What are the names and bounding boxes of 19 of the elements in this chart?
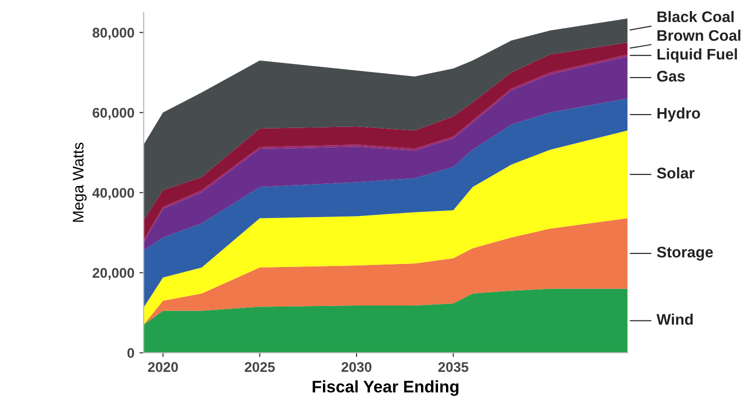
series-label: Wind	[656, 314, 693, 325]
y-tick-label: 40,000	[92, 188, 134, 200]
series-label: Solar	[656, 167, 694, 179]
y-tick-label: 60,000	[92, 108, 134, 120]
y-tick-label: 80,000	[92, 28, 134, 40]
y-tick-label: 0	[127, 348, 134, 358]
y-tick-label: 20,000	[92, 268, 134, 280]
x-tick-label: 2025	[244, 362, 275, 372]
series-label: Storage	[656, 246, 713, 261]
series-label: Hydro	[658, 107, 700, 122]
series-label: Brown Coal	[658, 30, 740, 41]
x-tick-label: 2035	[438, 362, 468, 372]
series-label: Liquid Fuel	[658, 48, 737, 63]
y-axis-title: Mega Watts	[72, 142, 87, 222]
x-tick-label: 2030	[342, 362, 372, 372]
x-tick-label: 2020	[148, 362, 178, 372]
series-label: Black Coal	[658, 10, 734, 22]
x-axis-title: Fiscal Year Ending	[312, 380, 458, 396]
series-label: Gas	[657, 70, 685, 82]
